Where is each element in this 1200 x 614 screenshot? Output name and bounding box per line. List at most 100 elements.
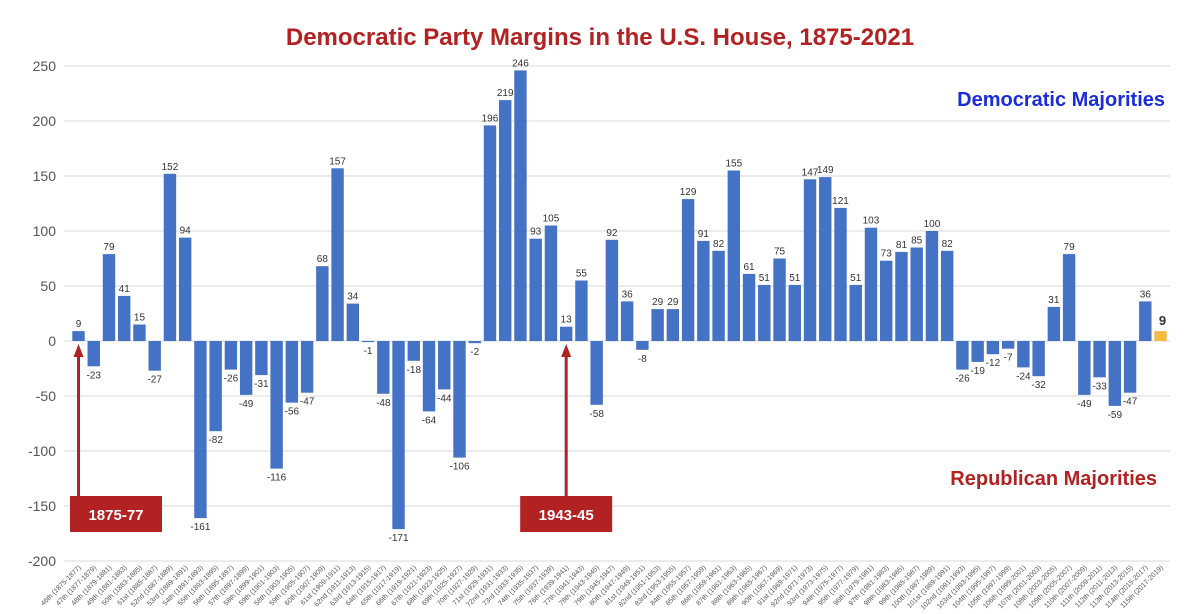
data-label: 91 xyxy=(698,229,710,240)
callout-box xyxy=(520,496,613,532)
data-label: 219 xyxy=(497,88,514,99)
bar xyxy=(453,341,466,458)
bar xyxy=(407,341,420,361)
data-label: 81 xyxy=(896,240,908,251)
data-label: 196 xyxy=(482,113,499,124)
data-label: 85 xyxy=(911,236,923,247)
y-tick-label: -150 xyxy=(28,498,56,514)
democratic-majorities-label: Democratic Majorities xyxy=(957,89,1165,111)
data-label: 73 xyxy=(881,249,893,260)
data-label: -64 xyxy=(422,415,437,426)
callout-arrowhead xyxy=(73,344,84,357)
bar xyxy=(331,168,344,341)
data-label: 155 xyxy=(725,159,742,170)
data-label: -49 xyxy=(1077,399,1092,410)
chart-title: Democratic Party Margins in the U.S. Hou… xyxy=(286,24,914,51)
bar xyxy=(239,341,253,395)
data-label: -23 xyxy=(87,370,102,381)
data-label: 15 xyxy=(134,313,146,324)
data-label: 121 xyxy=(832,196,849,207)
bar xyxy=(1017,341,1030,368)
data-label: -32 xyxy=(1031,380,1046,391)
bar xyxy=(940,250,954,341)
bar xyxy=(803,179,817,341)
data-label: -1 xyxy=(364,346,373,357)
bar xyxy=(72,331,85,341)
data-label: 34 xyxy=(347,292,359,303)
bar xyxy=(422,341,436,412)
data-label: 29 xyxy=(652,297,664,308)
bar xyxy=(956,341,969,370)
bar xyxy=(316,266,329,341)
bar xyxy=(758,284,771,341)
data-label: 100 xyxy=(924,219,941,230)
y-tick-label: 50 xyxy=(40,278,56,294)
data-label: 51 xyxy=(789,273,801,284)
bar xyxy=(895,251,908,341)
data-label: -18 xyxy=(407,365,422,376)
bar xyxy=(118,295,131,341)
y-tick-label: 250 xyxy=(33,58,57,74)
republican-majorities-label: Republican Majorities xyxy=(950,468,1157,490)
y-tick-label: -50 xyxy=(36,388,56,404)
bar xyxy=(849,284,862,341)
data-label: 9 xyxy=(1159,313,1166,328)
bar xyxy=(605,239,619,341)
data-label: 79 xyxy=(1064,242,1076,253)
data-label: 55 xyxy=(576,269,588,280)
bar xyxy=(361,341,375,343)
bar xyxy=(559,326,573,341)
bar xyxy=(468,341,481,344)
bar xyxy=(773,258,786,341)
bar xyxy=(178,237,192,341)
data-label: -82 xyxy=(208,435,223,446)
bar xyxy=(544,225,558,341)
data-label: -106 xyxy=(449,462,469,473)
bar xyxy=(925,231,939,341)
data-label: 152 xyxy=(162,162,179,173)
data-label: -31 xyxy=(254,379,269,390)
data-label: 41 xyxy=(119,284,131,295)
data-label: 36 xyxy=(1140,289,1152,300)
bar xyxy=(1062,254,1076,341)
y-tick-label: -100 xyxy=(28,443,56,459)
data-label: 82 xyxy=(942,239,954,250)
x-axis: 46th (1875-1877)47th (1877-1879)48th (18… xyxy=(40,564,1165,611)
data-label: 36 xyxy=(622,289,634,300)
bar xyxy=(163,173,177,341)
bar xyxy=(438,341,451,390)
bar xyxy=(255,341,268,376)
bar xyxy=(300,341,314,393)
bar xyxy=(529,238,542,341)
bar xyxy=(697,240,710,341)
bars xyxy=(72,70,1167,530)
bar xyxy=(224,341,238,370)
callout-label: 1943-45 xyxy=(539,507,594,524)
bar xyxy=(1078,341,1091,395)
bar xyxy=(270,341,283,469)
bar xyxy=(819,177,832,341)
data-label: 246 xyxy=(512,58,529,69)
bar xyxy=(910,247,923,341)
data-label: -58 xyxy=(589,409,604,420)
bar xyxy=(742,273,756,341)
bar xyxy=(880,260,893,341)
data-label: 93 xyxy=(530,227,542,238)
data-label: -44 xyxy=(437,393,452,404)
callout-label: 1875-77 xyxy=(88,507,143,524)
data-label: -48 xyxy=(376,398,391,409)
bar xyxy=(1123,341,1137,393)
data-label: 157 xyxy=(329,156,346,167)
data-label: -116 xyxy=(267,473,287,484)
bar xyxy=(194,341,207,519)
bar xyxy=(1047,306,1061,341)
data-label: -7 xyxy=(1004,353,1013,364)
bar xyxy=(1093,341,1106,378)
data-label: -26 xyxy=(224,374,239,385)
data-label: 105 xyxy=(543,214,560,225)
bar xyxy=(590,341,603,405)
data-label: 51 xyxy=(850,273,862,284)
data-label: -24 xyxy=(1016,371,1031,382)
bar xyxy=(788,284,801,341)
bar xyxy=(636,341,649,350)
